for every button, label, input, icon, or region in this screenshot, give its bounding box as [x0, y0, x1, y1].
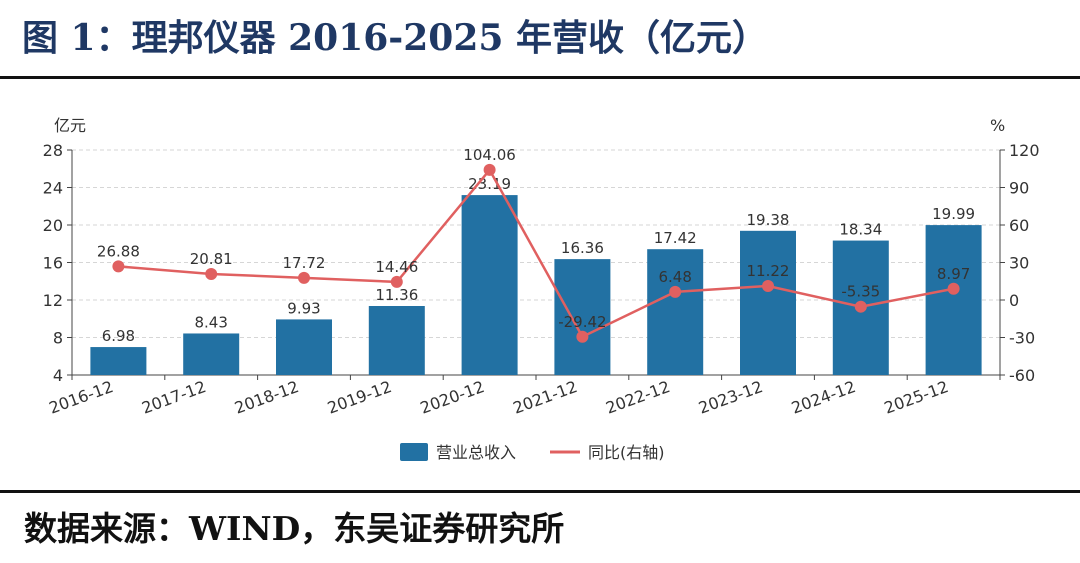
bar-data-label: 8.43 [194, 313, 227, 331]
yoy-data-label: -29.42 [558, 313, 606, 331]
yoy-point [483, 163, 496, 176]
left-tick-label: 28 [43, 141, 63, 160]
bar [925, 225, 982, 375]
yoy-point [947, 282, 960, 295]
right-tick-label: -30 [1009, 329, 1035, 348]
yoy-data-label: -5.35 [841, 283, 880, 301]
yoy-data-label: 17.72 [283, 254, 326, 272]
yoy-data-label: 11.22 [747, 262, 790, 280]
yoy-point [854, 300, 867, 313]
yoy-point [112, 260, 125, 273]
yoy-point [390, 275, 403, 288]
bar [740, 230, 796, 375]
left-tick-label: 20 [43, 216, 63, 235]
right-tick-label: 30 [1009, 254, 1029, 273]
right-tick-label: 120 [1009, 141, 1040, 160]
x-tick-label: 2020-12 [418, 377, 487, 418]
yoy-data-label: 14.46 [375, 258, 418, 276]
x-tick-label: 2021-12 [510, 377, 579, 418]
yoy-data-label: 104.06 [463, 146, 516, 164]
yoy-point [762, 279, 774, 292]
bar-data-label: 6.98 [102, 327, 135, 345]
left-tick-label: 24 [43, 179, 63, 198]
x-tick-label: 2022-12 [603, 377, 672, 418]
right-tick-label: 60 [1009, 216, 1029, 235]
bar-data-label: 16.36 [561, 239, 604, 257]
left-axis-unit: 亿元 [54, 116, 86, 135]
yoy-data-label: 6.48 [658, 268, 691, 286]
legend-bar-label: 营业总收入 [436, 443, 516, 462]
left-tick-label: 12 [43, 291, 63, 310]
yoy-data-label: 8.97 [937, 265, 970, 283]
right-tick-label: 90 [1009, 179, 1029, 198]
x-tick-label: 2025-12 [882, 377, 951, 418]
top-rule [0, 76, 1080, 79]
legend-line-label: 同比(右轴) [588, 443, 665, 462]
figure-title: 图 1：理邦仪器 2016-2025 年营收（亿元） [22, 17, 768, 59]
x-tick-label: 2024-12 [789, 377, 858, 418]
legend-bar-swatch [400, 443, 428, 461]
yoy-line [118, 167, 954, 339]
yoy-data-label: 26.88 [97, 242, 140, 260]
right-tick-label: -60 [1009, 366, 1035, 385]
bar [461, 195, 518, 375]
bottom-rule [0, 490, 1080, 493]
bar [183, 333, 240, 375]
bar-data-label: 19.99 [932, 205, 975, 223]
chart-container: 4 8 12 16 20 24 28 -60 -30 0 30 60 90 120 亿元% 2016-12 20… [0, 80, 1080, 488]
left-tick-label: 8 [53, 329, 63, 348]
bar-data-label: 11.36 [375, 286, 418, 304]
right-tick-label: 0 [1009, 291, 1019, 310]
source-note: 数据来源：WIND，东吴证券研究所 [24, 509, 565, 548]
left-tick-label: 4 [53, 366, 63, 385]
bar [368, 306, 425, 375]
bar [276, 319, 332, 375]
bar [554, 259, 611, 375]
x-tick-label: 2018-12 [232, 377, 301, 418]
bar-data-label: 23.19 [468, 175, 511, 193]
yoy-data-label: 20.81 [190, 250, 233, 268]
right-axis-unit: % [990, 116, 1005, 135]
bar [90, 347, 147, 375]
bar-data-label: 9.93 [287, 299, 320, 317]
yoy-point [669, 285, 682, 298]
bar-data-label: 17.42 [654, 229, 697, 247]
bar [647, 249, 704, 375]
left-tick-label: 16 [43, 254, 63, 273]
yoy-point [205, 267, 218, 280]
bar-data-label: 19.38 [747, 211, 790, 229]
yoy-point [576, 330, 589, 343]
yoy-point [298, 271, 310, 284]
x-tick-label: 2017-12 [139, 377, 208, 418]
bar-data-label: 18.34 [839, 221, 882, 239]
x-tick-label: 2019-12 [325, 377, 394, 418]
x-tick-label: 2023-12 [696, 377, 765, 418]
